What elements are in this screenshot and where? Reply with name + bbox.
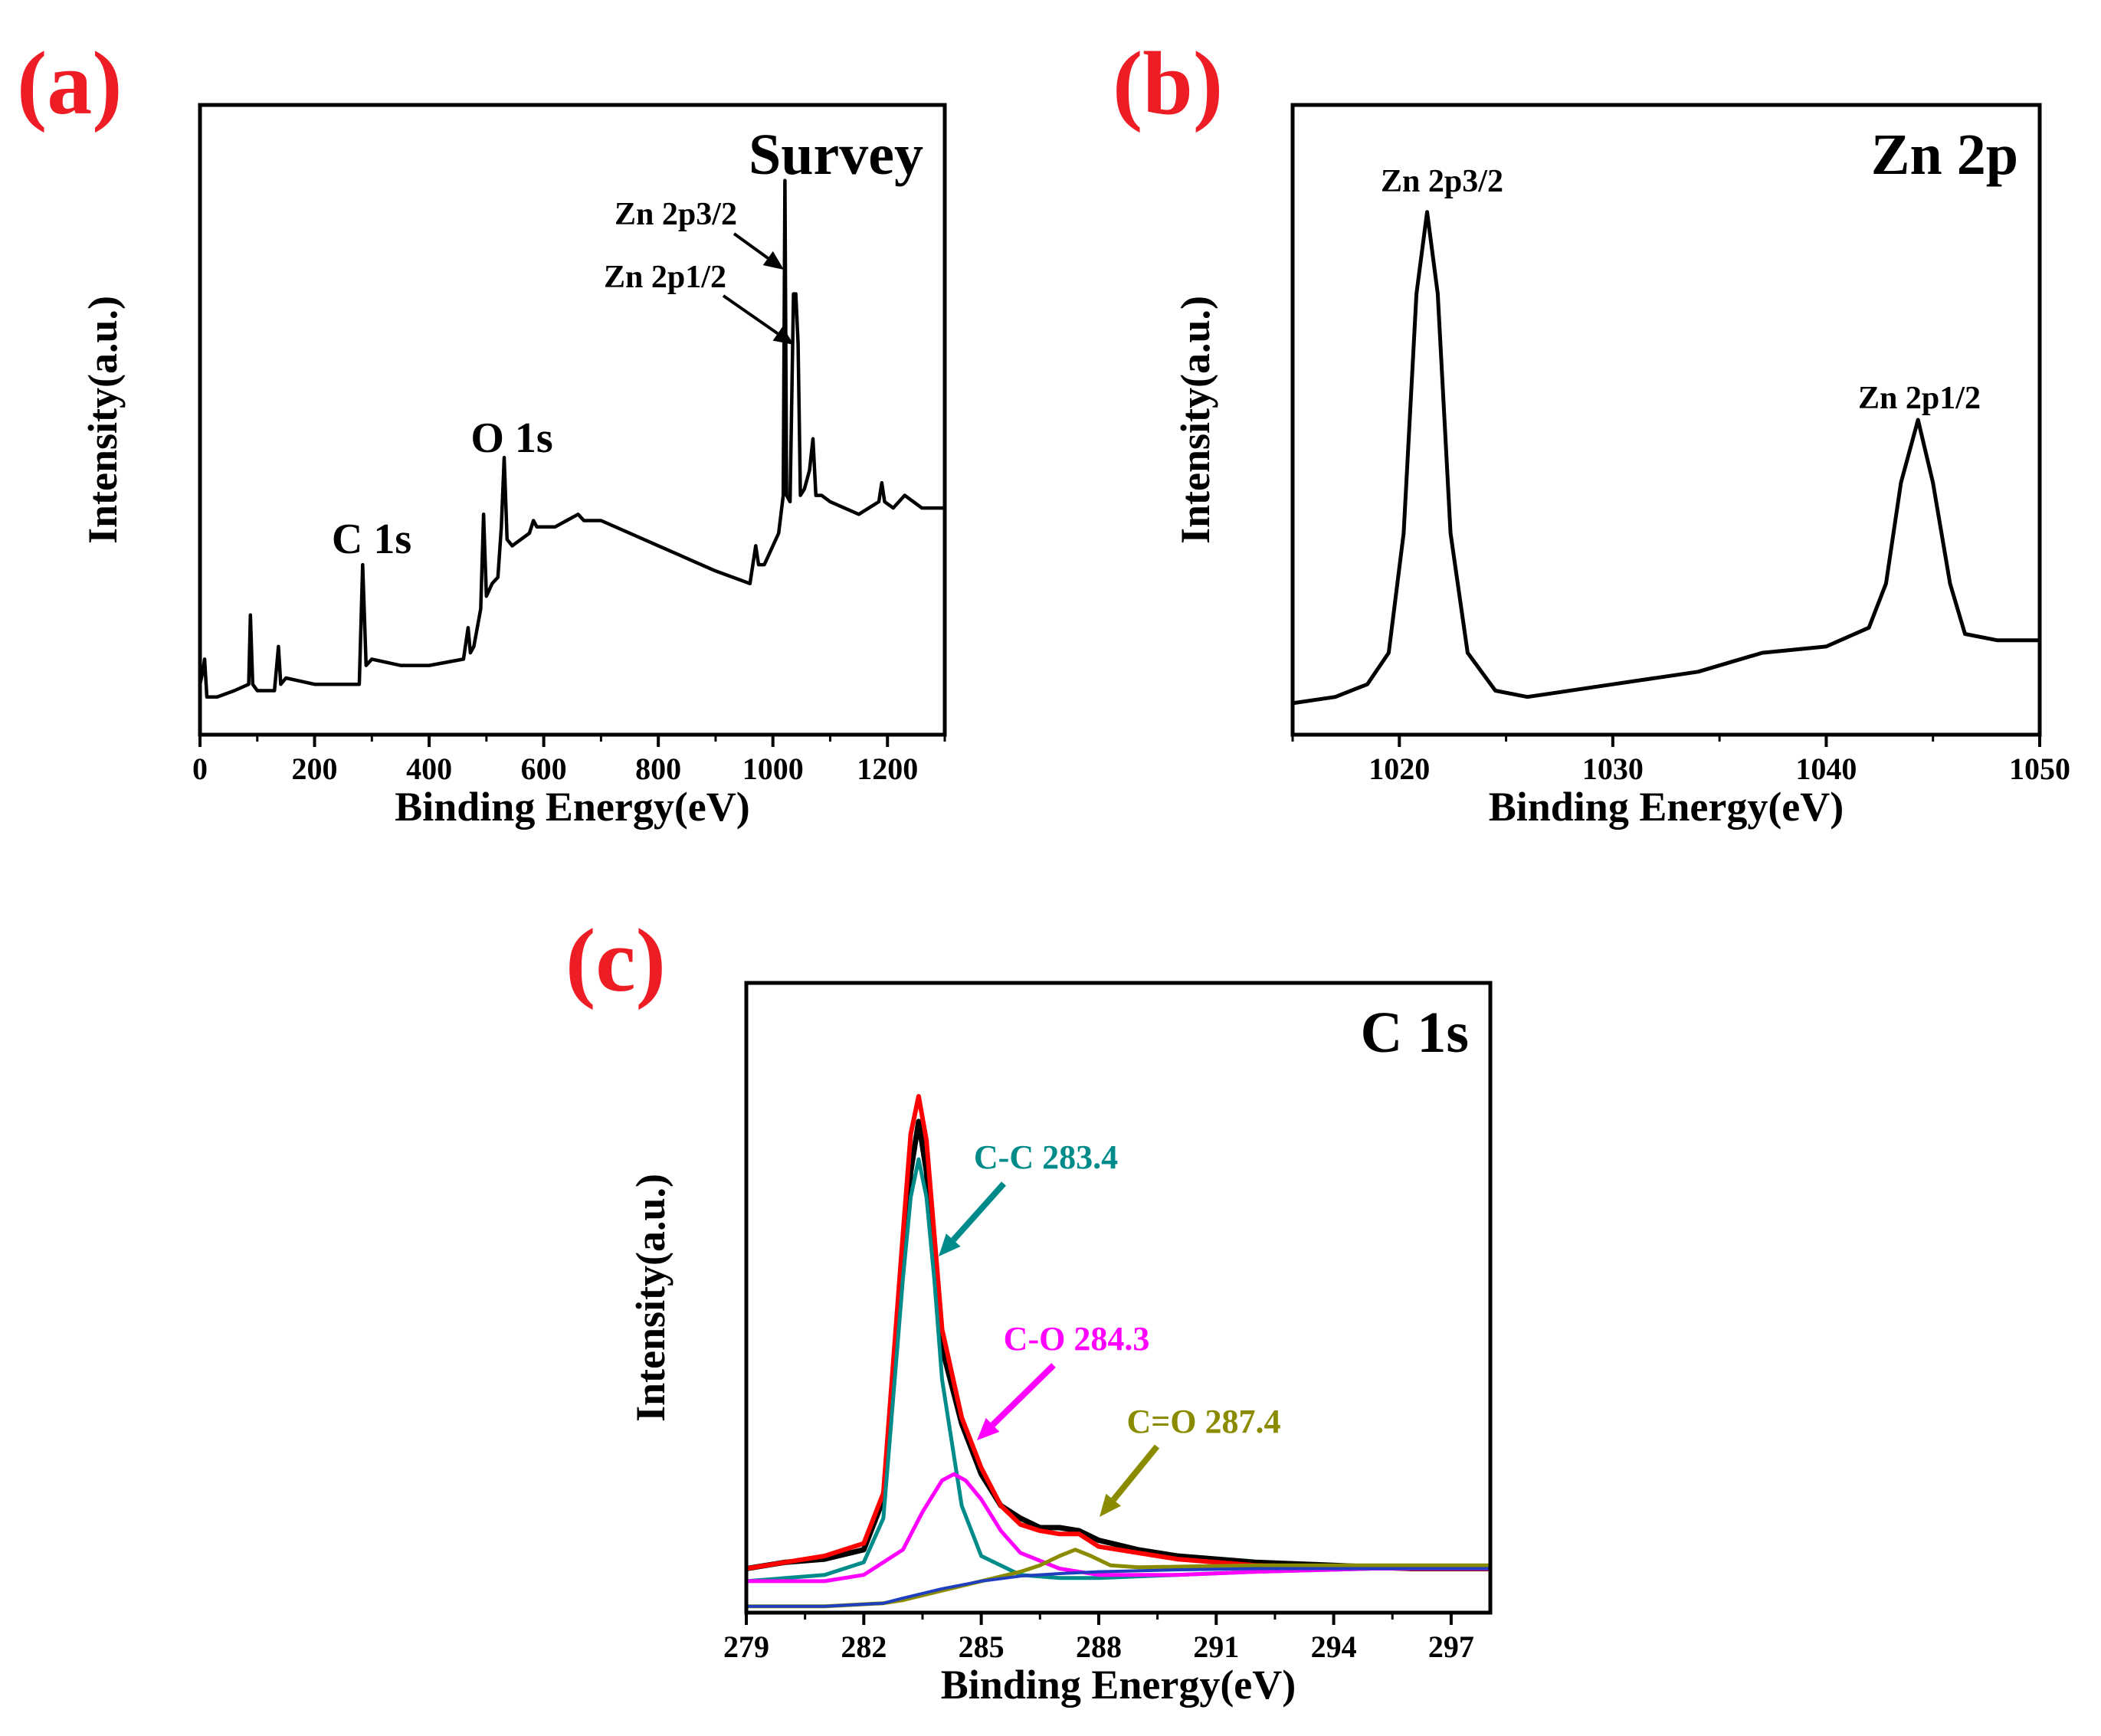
series-line-survey xyxy=(198,179,945,699)
component-label-cc: C-C 283.4 xyxy=(974,1138,1118,1176)
arrow-zn2p3 xyxy=(733,232,784,270)
panel-a-survey: 0 200 400 600 800 1000 1200 Binding Energy(eV) I… xyxy=(17,33,947,830)
x-tick-label: 297 xyxy=(1428,1630,1474,1664)
x-axis-label: Binding Energy(eV) xyxy=(395,784,750,830)
arrow-cc xyxy=(939,1181,1006,1256)
panel-label: (b) xyxy=(1113,33,1223,133)
y-axis-label: Intensity(a.u.) xyxy=(1172,296,1218,544)
x-tick-label: 294 xyxy=(1311,1630,1357,1664)
x-tick-label: 291 xyxy=(1193,1630,1239,1664)
component-label-cdo: C=O 287.4 xyxy=(1126,1403,1280,1440)
x-tick-label: 288 xyxy=(1076,1630,1122,1664)
x-tick-label: 1020 xyxy=(1368,752,1430,786)
x-tick-label: 200 xyxy=(292,752,338,786)
x-axis-label: Binding Energy(eV) xyxy=(1489,784,1844,830)
x-tick-label: 1000 xyxy=(742,752,804,786)
x-tick-label: 600 xyxy=(521,752,567,786)
plot-frame xyxy=(198,103,947,737)
arrow-cdo xyxy=(1100,1444,1160,1517)
x-tick-label: 282 xyxy=(841,1630,887,1664)
x-tick-label: 1030 xyxy=(1582,752,1644,786)
peak-label-o1s: O 1s xyxy=(470,414,552,462)
x-tick-label: 0 xyxy=(192,752,208,786)
plot-title: Zn 2p xyxy=(1871,123,2018,187)
y-axis-label: Intensity(a.u.) xyxy=(80,296,126,544)
plot-title: C 1s xyxy=(1361,1001,1469,1065)
arrow-zn2p1 xyxy=(722,294,794,345)
component-label-co: C-O 284.3 xyxy=(1004,1320,1150,1358)
plot-title: Survey xyxy=(749,123,923,187)
peak-label-zn2p3: Zn 2p3/2 xyxy=(615,197,737,232)
x-tick-label: 1050 xyxy=(2009,752,2070,786)
x-tick-label: 279 xyxy=(723,1630,769,1664)
series-line-envelope xyxy=(746,1094,1490,1571)
x-tick-label: 1040 xyxy=(1795,752,1857,786)
peak-label-zn2p1: Zn 2p1/2 xyxy=(604,260,726,295)
peak-label-zn2p1: Zn 2p1/2 xyxy=(1858,381,1981,416)
x-axis-label: Binding Energy(eV) xyxy=(941,1662,1296,1708)
series-line-c-o-284-3 xyxy=(746,1472,1490,1584)
x-tick-label: 1200 xyxy=(857,752,918,786)
panel-c-c1s: 279 282 285 288 291 294 297 Binding Energy(eV) I… xyxy=(565,910,1493,1708)
x-tick-label: 400 xyxy=(406,752,452,786)
plot-frame xyxy=(1290,103,2042,737)
series-line-zn-2p xyxy=(1292,210,2040,706)
panel-label: (a) xyxy=(17,33,123,133)
x-tick-label: 285 xyxy=(959,1630,1005,1664)
arrow-co xyxy=(977,1363,1056,1440)
y-axis-label: Intensity(a.u.) xyxy=(628,1174,674,1422)
x-tick-label: 800 xyxy=(635,752,681,786)
plot-frame xyxy=(744,981,1493,1615)
panel-b-zn2p: 1020 1030 1040 1050 Binding Energy(eV) Intens… xyxy=(1113,33,2070,830)
peak-label-c1s: C 1s xyxy=(332,516,411,563)
series-line-background xyxy=(746,1567,1490,1608)
peak-label-zn2p3: Zn 2p3/2 xyxy=(1381,164,1503,199)
panel-label: (c) xyxy=(565,910,666,1010)
